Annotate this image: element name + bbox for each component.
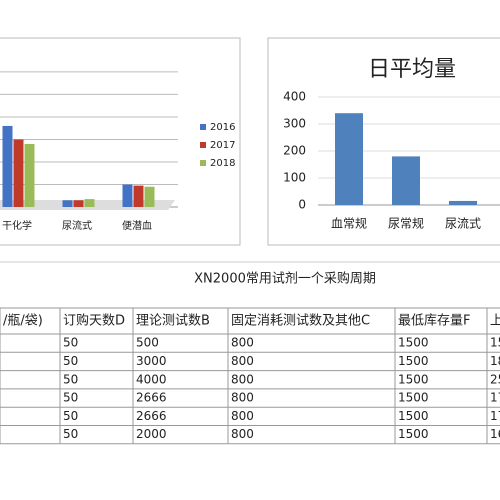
- table-cell: 50: [63, 354, 78, 368]
- y-tick-label: 100: [283, 171, 306, 185]
- table-cell: 800: [231, 391, 254, 405]
- table-cell: 16: [490, 427, 500, 441]
- table-cell: 2000: [136, 427, 167, 441]
- legend-label: 2016: [210, 122, 235, 133]
- chart-title: 日平均量: [368, 57, 456, 82]
- table-cell: 1500: [398, 391, 429, 405]
- bar: [24, 143, 35, 207]
- legend-label: 2018: [210, 158, 235, 169]
- chart-frame-left: [0, 37, 241, 246]
- legend-label: 2017: [210, 140, 235, 151]
- x-tick-label: 尿流式: [62, 219, 92, 232]
- table-cell: 4000: [136, 372, 167, 386]
- table-header: 固定消耗测试数及其他C: [231, 314, 370, 329]
- table-cell: 1500: [398, 427, 429, 441]
- table-cell: 800: [231, 372, 254, 386]
- table-header: 订购天数D: [63, 313, 125, 329]
- table-cell: 800: [231, 354, 254, 368]
- table-header: /瓶/袋): [3, 314, 43, 329]
- bar: [449, 200, 477, 205]
- bar: [2, 125, 13, 207]
- table-cell: 17: [490, 391, 500, 405]
- table-cell: 1500: [398, 336, 429, 350]
- table-header: 最低库存量F: [398, 313, 470, 329]
- legend-swatch: [200, 124, 206, 130]
- table-cell: 500: [136, 336, 159, 350]
- bar: [13, 139, 24, 207]
- table-header: 理论测试数B: [136, 314, 210, 329]
- bar: [133, 185, 144, 207]
- bar: [144, 186, 155, 207]
- table-cell: 50: [63, 409, 78, 423]
- bar: [122, 184, 133, 207]
- y-tick-label: 0: [298, 198, 306, 212]
- bar: [84, 199, 95, 207]
- y-tick-label: 400: [283, 90, 306, 104]
- x-tick-label: 尿常规: [388, 216, 424, 231]
- table-cell: 25: [490, 372, 500, 386]
- table-cell: 18: [490, 354, 500, 368]
- legend-swatch: [200, 160, 206, 166]
- y-tick-label: 200: [283, 144, 306, 158]
- table-cell: 800: [231, 427, 254, 441]
- x-tick-label: 干化学: [2, 219, 32, 232]
- x-tick-label: 便潜血: [122, 219, 152, 232]
- bar: [335, 113, 363, 205]
- table-cell: 50: [63, 427, 78, 441]
- x-tick-label: 尿流式: [445, 217, 481, 231]
- table-cell: 17: [490, 409, 500, 423]
- table-cell: 1500: [398, 372, 429, 386]
- table-header: 上: [490, 314, 500, 329]
- table-cell: 800: [231, 409, 254, 423]
- bar: [62, 200, 73, 207]
- bar: [392, 156, 420, 205]
- chart-frame-right: [267, 37, 500, 246]
- table-cell: 2666: [136, 409, 167, 423]
- table-cell: 800: [231, 336, 254, 350]
- table-cell: 50: [63, 372, 78, 386]
- table-title: XN2000常用试剂一个采购周期: [194, 271, 376, 287]
- x-tick-label: 血常规: [331, 216, 367, 231]
- table-cell: 3000: [136, 354, 167, 368]
- table-cell: 1500: [398, 354, 429, 368]
- table-cell: 15: [490, 336, 500, 350]
- table-cell: 50: [63, 336, 78, 350]
- table-cell: 1500: [398, 409, 429, 423]
- y-tick-label: 300: [283, 117, 306, 131]
- table-cell: 2666: [136, 391, 167, 405]
- table-cell: 50: [63, 391, 78, 405]
- bar: [73, 200, 84, 207]
- legend-swatch: [200, 142, 206, 148]
